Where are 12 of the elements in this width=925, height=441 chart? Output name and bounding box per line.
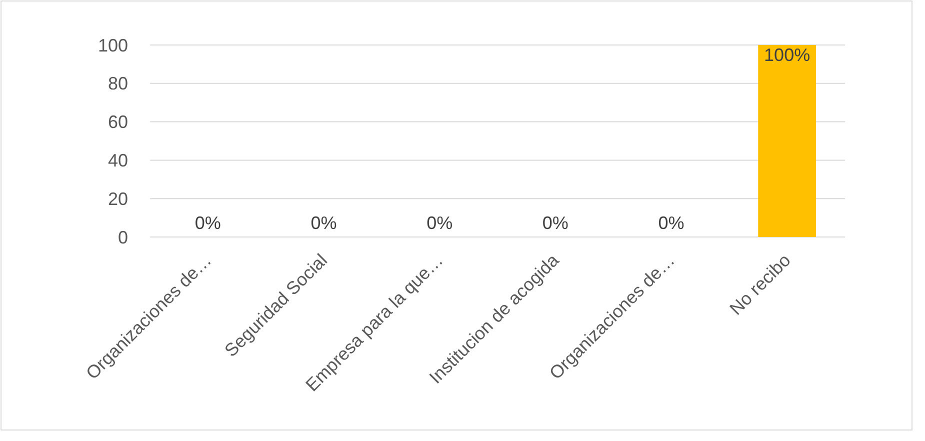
y-tick-label: 100 xyxy=(98,35,128,56)
y-tick-label: 40 xyxy=(108,150,128,170)
data-label: 100% xyxy=(764,45,810,65)
data-label: 0% xyxy=(542,213,568,233)
y-tick-label: 20 xyxy=(108,188,128,209)
data-label: 0% xyxy=(658,213,684,233)
y-tick-label: 80 xyxy=(108,74,128,94)
y-tick-label: 60 xyxy=(108,112,128,132)
y-tick-label: 0 xyxy=(118,227,128,248)
data-label: 0% xyxy=(426,213,453,233)
data-label: 0% xyxy=(310,213,337,233)
data-label: 0% xyxy=(194,213,221,233)
